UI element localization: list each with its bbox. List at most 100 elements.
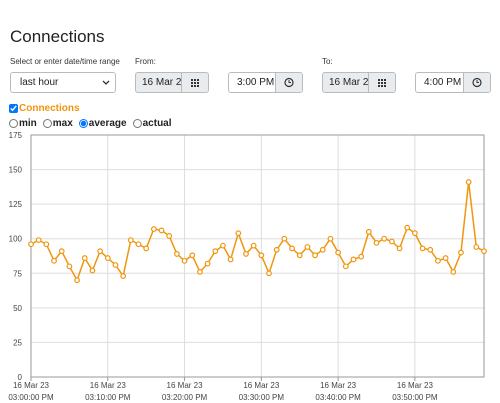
range-value: last hour	[20, 77, 59, 88]
from-label: From:	[135, 57, 156, 66]
x-tick-label: 03:00:00 PM	[8, 393, 54, 402]
to-date-text: 16 Mar 2	[329, 77, 369, 88]
mode-option[interactable]: average	[78, 118, 127, 129]
from-time[interactable]: 3:00 PM	[228, 72, 303, 93]
mode-option[interactable]: actual	[132, 118, 172, 129]
from-time-text: 3:00 PM	[237, 77, 275, 88]
point	[304, 244, 311, 250]
point	[258, 252, 265, 259]
mode-radios: min max average actual	[9, 115, 178, 133]
point	[173, 251, 180, 257]
calendar-button[interactable]	[181, 73, 208, 92]
point	[465, 179, 472, 185]
to-time-text: 4:00 PM	[424, 77, 462, 88]
to-time[interactable]: 4:00 PM	[415, 72, 491, 93]
x-tick-label: 16 Mar 23	[320, 381, 357, 390]
point	[458, 249, 464, 256]
point	[266, 270, 272, 277]
plot-frame	[30, 134, 485, 378]
point	[58, 248, 65, 255]
x-tick-label: 03:10:00 PM	[85, 393, 131, 402]
series-toggle: Connections	[9, 100, 86, 118]
mode-label: min	[19, 118, 37, 129]
mode-label: average	[88, 118, 127, 129]
point	[158, 227, 165, 234]
point	[419, 245, 426, 252]
point	[135, 241, 142, 248]
point	[358, 253, 365, 260]
point	[289, 245, 295, 252]
y-tick-label: 25	[13, 338, 22, 347]
point	[112, 262, 119, 268]
clock-button[interactable]	[463, 73, 490, 92]
point	[442, 255, 449, 261]
point	[435, 257, 441, 264]
to-label: To:	[322, 57, 333, 66]
point	[181, 257, 188, 264]
x-tick-label: 16 Mar 23	[397, 381, 434, 390]
radio[interactable]	[132, 119, 142, 128]
point	[411, 230, 418, 237]
point	[43, 241, 50, 248]
legend-entry: Connections	[19, 103, 80, 114]
to-date[interactable]: 16 Mar 2	[322, 72, 396, 93]
radio[interactable]	[42, 119, 52, 128]
point	[388, 238, 395, 245]
x-tick-label: 16 Mar 23	[167, 381, 204, 390]
point	[373, 239, 380, 246]
point	[189, 252, 196, 259]
point	[204, 260, 211, 267]
point	[365, 228, 372, 235]
y-tick-label: 150	[9, 166, 23, 175]
point	[150, 226, 157, 232]
point	[273, 246, 280, 253]
from-date[interactable]: 16 Mar 2	[135, 72, 209, 93]
point	[166, 233, 173, 239]
point	[381, 235, 388, 242]
from-date-text: 16 Mar 2	[142, 77, 182, 88]
point	[312, 252, 318, 259]
radio[interactable]	[78, 119, 88, 128]
point	[212, 248, 219, 255]
page-title: Connections	[10, 27, 105, 46]
point	[250, 242, 257, 249]
x-tick-label: 03:40:00 PM	[315, 393, 361, 402]
point	[396, 245, 403, 252]
mode-option[interactable]: max	[42, 118, 73, 129]
point	[197, 269, 203, 275]
calendar-button[interactable]	[368, 73, 395, 92]
range-select[interactable]: last hour	[10, 72, 116, 93]
point	[296, 252, 303, 259]
radio[interactable]	[9, 119, 18, 128]
y-tick-label: 0	[18, 373, 23, 382]
point	[28, 241, 34, 248]
point	[481, 248, 487, 255]
point	[89, 267, 96, 274]
mode-label: actual	[142, 118, 172, 129]
point	[97, 248, 104, 255]
x-tick-label: 03:20:00 PM	[162, 393, 208, 402]
series-checkbox[interactable]: Connections	[9, 103, 80, 114]
point	[281, 235, 288, 242]
x-tick-label: 03:30:00 PM	[239, 393, 285, 402]
point	[104, 255, 111, 261]
x-tick-label: 16 Mar 23	[243, 381, 280, 390]
point	[450, 269, 457, 275]
y-tick-label: 175	[9, 131, 23, 140]
x-tick-label: 03:50:00 PM	[392, 393, 438, 402]
mode-label: max	[52, 118, 73, 129]
point	[404, 224, 411, 231]
y-tick-label: 125	[9, 200, 23, 209]
point	[143, 245, 150, 252]
point	[74, 277, 80, 284]
y-tick-label: 100	[9, 235, 23, 244]
point	[327, 235, 334, 242]
point	[350, 256, 357, 263]
checkbox[interactable]	[9, 104, 18, 113]
clock-button[interactable]	[275, 73, 302, 92]
mode-option[interactable]: min	[9, 118, 37, 129]
point	[473, 244, 480, 250]
point	[235, 230, 242, 237]
